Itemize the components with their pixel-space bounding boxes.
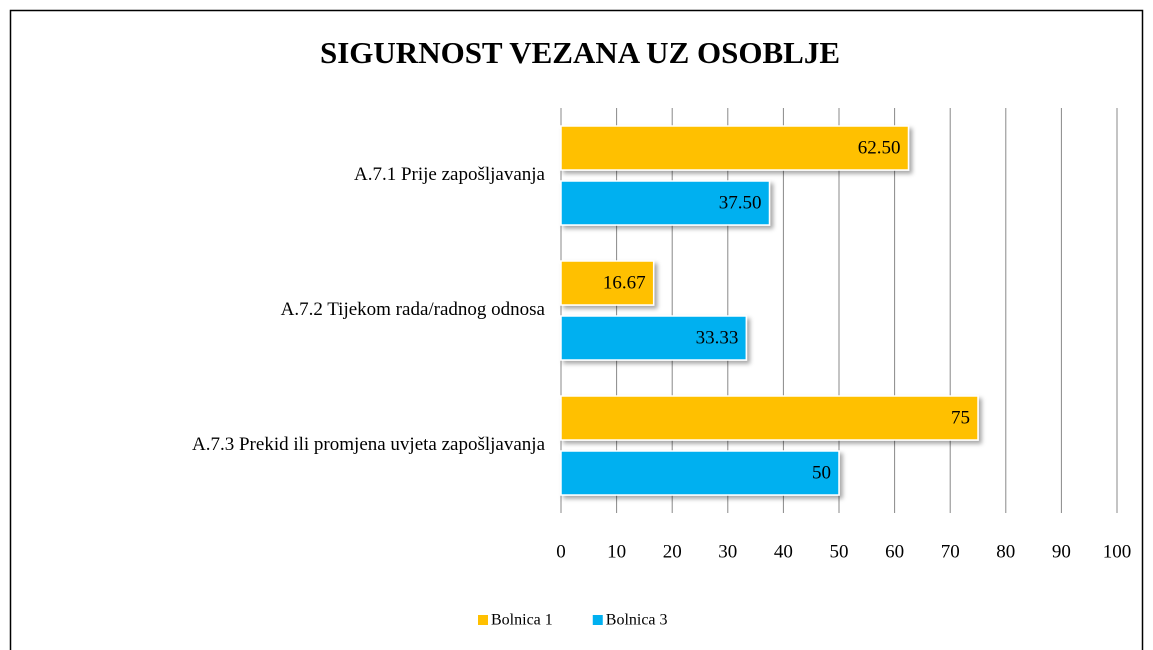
bar — [560, 260, 655, 306]
legend-swatch — [592, 615, 603, 625]
bar — [560, 315, 748, 361]
x-tick-label: 80 — [996, 541, 1015, 562]
legend-label: Bolnica 1 — [491, 612, 553, 629]
y-tick-label: A.7.2 Tijekom rada/radnog odnosa — [281, 299, 546, 320]
data-label: 50 — [812, 462, 831, 483]
x-tick-label: 60 — [885, 541, 904, 562]
data-label: 16.67 — [603, 272, 646, 293]
data-label: 37.50 — [719, 192, 762, 213]
bar — [560, 450, 840, 496]
data-label: 33.33 — [696, 327, 739, 348]
x-tick-label: 20 — [663, 541, 682, 562]
data-label: 75 — [951, 407, 970, 428]
x-tick-label: 90 — [1052, 541, 1071, 562]
x-tick-label: 50 — [830, 541, 849, 562]
x-tick-label: 0 — [556, 541, 566, 562]
x-tick-label: 70 — [941, 541, 960, 562]
bar — [560, 395, 979, 441]
legend-label: Bolnica 3 — [606, 612, 668, 629]
bar — [560, 125, 910, 171]
bar — [560, 180, 771, 226]
x-tick-label: 10 — [607, 541, 626, 562]
y-tick-label: A.7.3 Prekid ili promjena uvjeta zapošlj… — [192, 434, 546, 455]
legend-swatch — [478, 615, 488, 625]
x-tick-label: 40 — [774, 541, 793, 562]
data-label: 62.50 — [858, 137, 901, 158]
chart-title: SIGURNOST VEZANA UZ OSOBLJE — [320, 35, 840, 70]
x-tick-label: 30 — [718, 541, 737, 562]
x-tick-label: 100 — [1103, 541, 1132, 562]
y-tick-label: A.7.1 Prije zapošljavanja — [354, 164, 546, 185]
